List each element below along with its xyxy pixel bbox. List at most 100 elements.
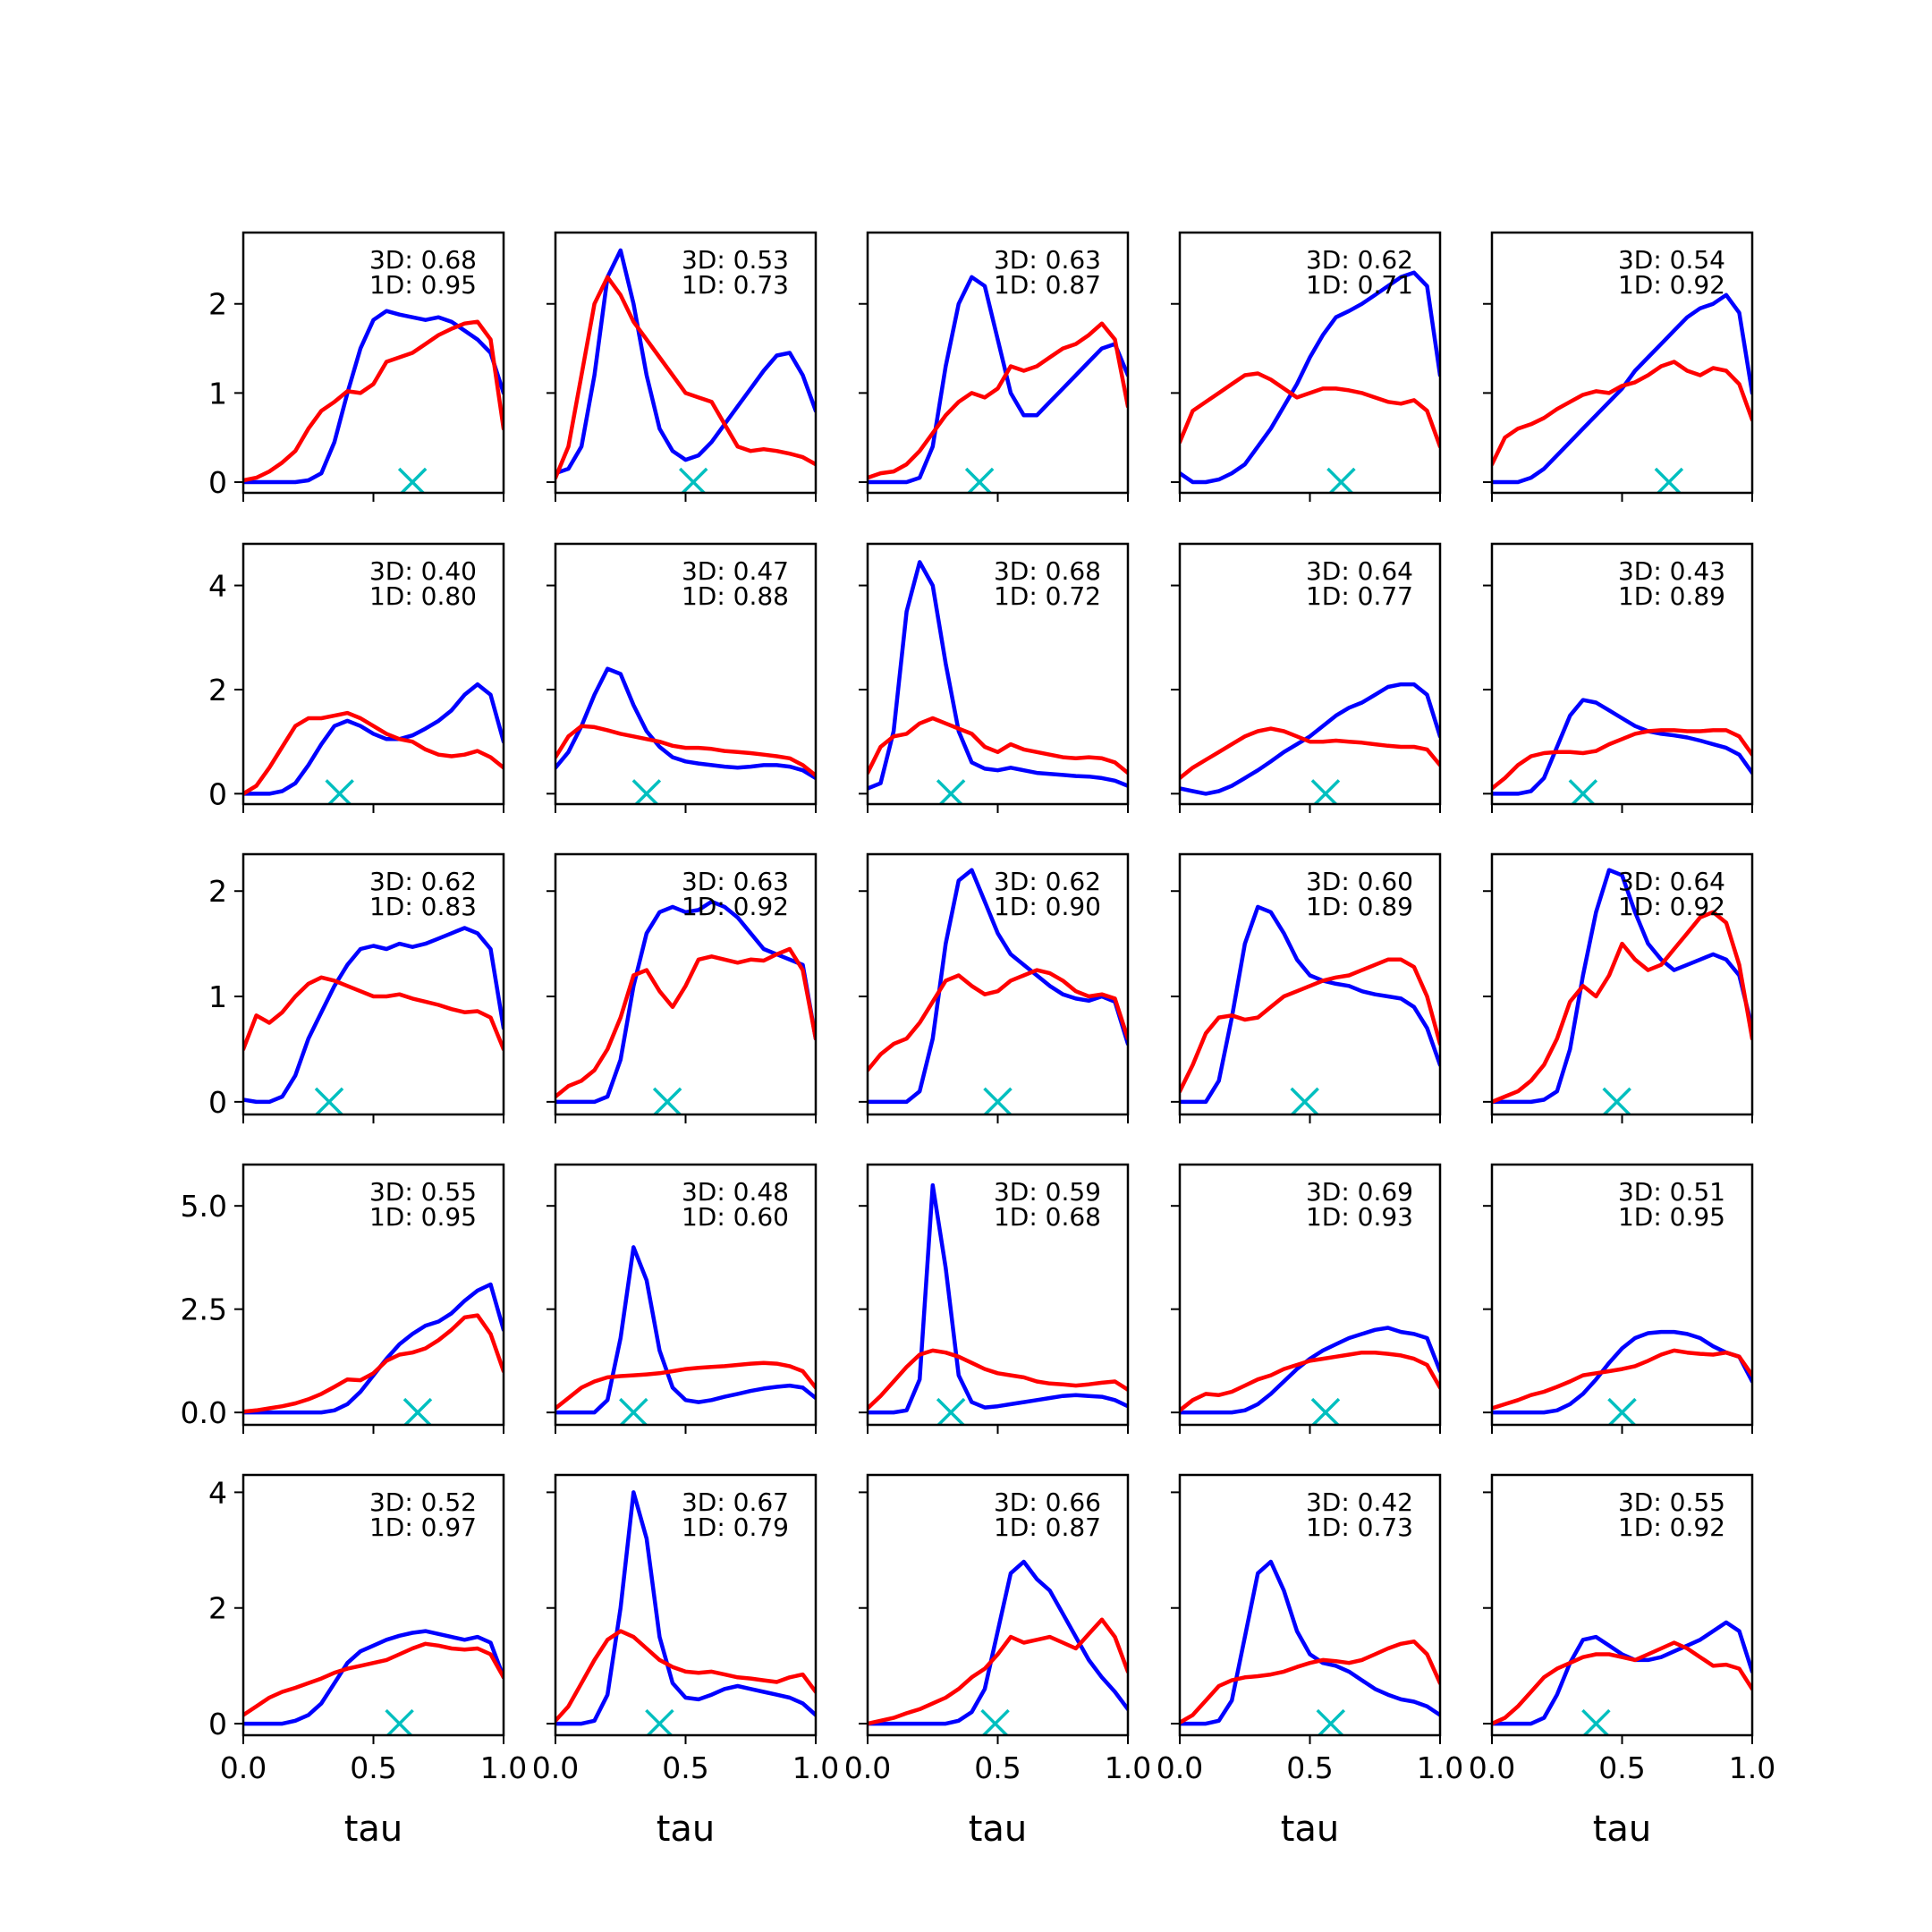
x-marker-stroke <box>680 467 708 493</box>
x-marker <box>964 467 995 493</box>
blue-density-line <box>1492 698 1752 796</box>
x-marker-stroke <box>938 779 966 804</box>
x-tick-label: 0.0 <box>1469 1750 1515 1785</box>
panel-curves <box>868 275 1128 493</box>
stat-3d-label: 3D: 0.60 <box>1306 867 1413 896</box>
panel-curves <box>1180 270 1440 493</box>
stat-3d-label: 3D: 0.63 <box>682 867 789 896</box>
stat-1d-label: 1D: 0.79 <box>682 1513 789 1542</box>
panel-curves <box>555 666 816 804</box>
red-density-line <box>555 1360 816 1411</box>
stat-3d-label: 3D: 0.55 <box>1618 1487 1725 1517</box>
blue-density-line <box>555 248 816 476</box>
panel-curves <box>868 1182 1128 1425</box>
panel-curves <box>243 1629 504 1735</box>
x-tick-label: 1.0 <box>1729 1750 1775 1785</box>
panel-frame <box>1178 1473 1442 1737</box>
red-density-line <box>555 1629 816 1724</box>
blue-density-line <box>1180 270 1440 485</box>
blue-density-line <box>1492 1620 1752 1726</box>
panel-curves <box>555 248 816 493</box>
panel-frame <box>242 542 505 806</box>
red-density-line <box>555 275 816 480</box>
red-density-line <box>1180 371 1440 449</box>
stat-3d-label: 3D: 0.53 <box>682 245 789 275</box>
stat-1d-label: 1D: 0.68 <box>994 1202 1101 1232</box>
x-tick-label: 0.0 <box>532 1750 579 1785</box>
y-tick-label: 4 <box>208 569 227 604</box>
x-marker <box>1316 1708 1346 1735</box>
stat-3d-label: 3D: 0.68 <box>994 556 1101 586</box>
x-marker <box>1290 1087 1319 1114</box>
y-tick-label: 1 <box>208 979 227 1014</box>
stat-1d-label: 1D: 0.73 <box>682 270 789 300</box>
panel-frame <box>866 852 1130 1116</box>
x-marker <box>1654 467 1684 493</box>
red-density-line <box>243 710 504 796</box>
panel-curves <box>243 309 504 493</box>
panel-curves <box>555 1490 816 1735</box>
stat-3d-label: 3D: 0.43 <box>1618 556 1725 586</box>
x-marker-stroke <box>1317 1708 1346 1735</box>
red-density-line <box>243 1641 504 1717</box>
x-marker <box>936 779 966 804</box>
panel-curves <box>868 868 1128 1114</box>
panel-curves <box>555 899 816 1114</box>
red-density-line <box>243 975 504 1052</box>
panel-frame <box>1178 231 1442 495</box>
panel-frame <box>866 1163 1130 1427</box>
red-density-line <box>1180 957 1440 1094</box>
blue-density-line <box>555 1490 816 1726</box>
panel-frame <box>554 1473 818 1737</box>
blue-density-line <box>555 899 816 1105</box>
x-marker <box>980 1708 1010 1735</box>
panel-curves <box>1492 292 1752 493</box>
stat-1d-label: 1D: 0.95 <box>1618 1202 1725 1232</box>
blue-density-line <box>1180 904 1440 1105</box>
red-density-line <box>1492 360 1752 467</box>
x-axis-label: tau <box>1281 1809 1340 1850</box>
x-marker-stroke <box>1290 1087 1319 1114</box>
blue-density-line <box>243 926 504 1105</box>
x-axis-label: tau <box>344 1809 403 1850</box>
x-tick-label: 0.0 <box>844 1750 891 1785</box>
stat-3d-label: 3D: 0.68 <box>369 245 477 275</box>
panel-curves <box>868 1559 1128 1735</box>
stat-1d-label: 1D: 0.89 <box>1618 581 1725 611</box>
stat-3d-label: 3D: 0.51 <box>1618 1177 1725 1207</box>
x-marker-stroke <box>619 1397 648 1425</box>
x-marker-stroke <box>1656 467 1684 493</box>
x-marker <box>1581 1708 1611 1735</box>
panel-frame <box>242 852 505 1116</box>
panel-frame <box>866 231 1130 495</box>
red-density-line <box>868 321 1128 480</box>
x-marker <box>936 1397 966 1425</box>
x-marker-stroke <box>326 779 354 804</box>
panel-frame <box>242 1163 505 1427</box>
red-density-line <box>243 319 504 483</box>
x-marker-stroke <box>1310 1397 1341 1425</box>
stat-1d-label: 1D: 0.95 <box>369 270 477 300</box>
x-tick-label: 1.0 <box>1105 1750 1151 1785</box>
panel-frame <box>1178 1163 1442 1427</box>
x-marker-stroke <box>1312 779 1341 804</box>
blue-density-line <box>868 275 1128 485</box>
blue-density-line <box>1180 682 1440 796</box>
x-marker <box>678 467 708 493</box>
x-marker-stroke <box>399 467 428 493</box>
stat-3d-label: 3D: 0.64 <box>1306 556 1413 586</box>
stat-1d-label: 1D: 0.80 <box>369 581 477 611</box>
panel-frame <box>554 542 818 806</box>
panel-curves <box>1492 698 1752 804</box>
panel-frame <box>1178 852 1442 1116</box>
stat-3d-label: 3D: 0.59 <box>994 1177 1101 1207</box>
x-marker-stroke <box>645 1708 674 1735</box>
